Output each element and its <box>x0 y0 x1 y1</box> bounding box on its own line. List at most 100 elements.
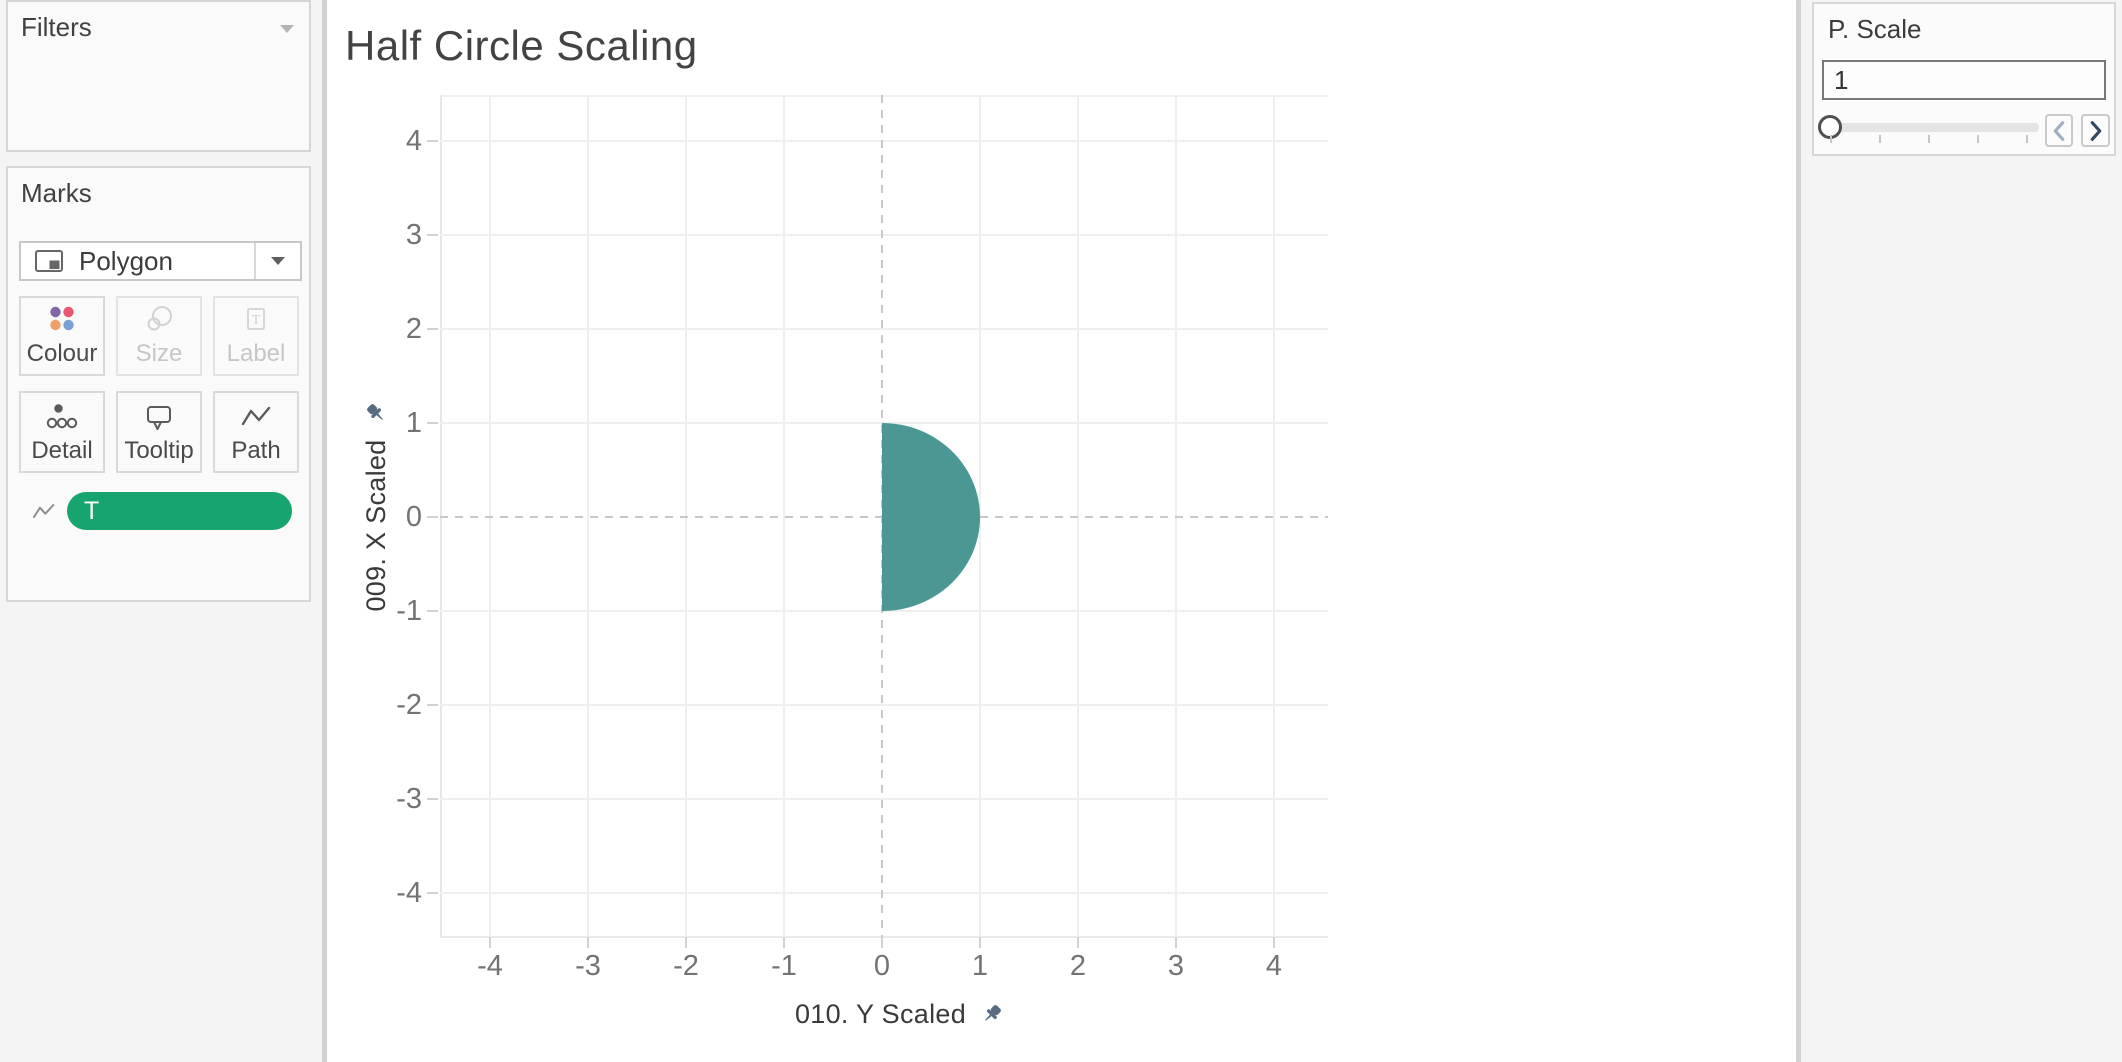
x-tick-label: 2 <box>1069 950 1087 982</box>
gridline <box>440 234 1328 236</box>
colour-button-label: Colour <box>26 340 98 367</box>
field-pill-label: T <box>84 496 100 525</box>
y-tick-label: -1 <box>396 595 422 627</box>
path-button-label: Path <box>231 437 281 464</box>
path-shelf-row: T <box>8 492 313 530</box>
x-tick-label: 4 <box>1265 950 1283 982</box>
y-tick-mark <box>427 328 438 330</box>
y-tick-label: -4 <box>396 877 422 909</box>
slider-tick <box>2026 135 2028 143</box>
label-button[interactable]: T Label <box>213 296 299 376</box>
dropdown-separator <box>254 243 256 279</box>
chevron-left-icon <box>2053 120 2065 141</box>
size-button[interactable]: Size <box>116 296 202 376</box>
tooltip-button-label: Tooltip <box>124 437 194 464</box>
x-tick-mark <box>685 937 687 948</box>
x-tick-mark <box>783 937 785 948</box>
y-tick-mark <box>427 798 438 800</box>
colour-dots-icon <box>50 306 74 331</box>
x-tick-label: 1 <box>971 950 989 982</box>
detail-dots-icon <box>46 404 78 429</box>
x-tick-label: -2 <box>673 950 699 982</box>
x-tick-mark <box>1273 937 1275 948</box>
x-tick-mark <box>1077 937 1079 948</box>
y-tick-mark <box>427 234 438 236</box>
svg-text:T: T <box>252 313 261 328</box>
path-zigzag-icon <box>241 406 271 426</box>
mark-type-label: Polygon <box>79 245 173 276</box>
parameter-title: P. Scale <box>1828 14 1922 44</box>
filters-title: Filters <box>21 12 92 42</box>
path-button[interactable]: Path <box>213 391 299 473</box>
detail-button[interactable]: Detail <box>19 391 105 473</box>
y-tick-label: 0 <box>405 501 422 533</box>
x-tick-label: -3 <box>575 950 601 982</box>
polygon-mark-icon <box>35 250 63 272</box>
marks-panel: Marks Polygon Colour Size <box>6 166 311 602</box>
label-button-label: Label <box>226 340 286 367</box>
x-tick-label: 0 <box>873 950 891 982</box>
x-tick-label: 3 <box>1167 950 1185 982</box>
y-tick-label: 3 <box>405 219 422 251</box>
colour-button[interactable]: Colour <box>19 296 105 376</box>
y-tick-label: -3 <box>396 783 422 815</box>
y-tick-mark <box>427 516 438 518</box>
x-tick-mark <box>881 937 883 948</box>
x-tick-mark <box>1175 937 1177 948</box>
slider-tick <box>1830 135 1832 143</box>
y-tick-mark <box>427 892 438 894</box>
tooltip-bubble-icon <box>147 406 171 430</box>
size-button-label: Size <box>135 340 183 367</box>
parameter-panel-divider[interactable] <box>1796 0 1801 1062</box>
plot-bottom-edge <box>440 936 1328 938</box>
pin-icon[interactable] <box>363 400 390 427</box>
x-tick-mark <box>587 937 589 948</box>
plot-area[interactable] <box>440 95 1328 938</box>
plot-top-edge <box>440 95 1328 97</box>
parameter-value-input[interactable] <box>1822 60 2106 100</box>
x-tick-label: -4 <box>477 950 503 982</box>
gridline <box>440 610 1328 612</box>
half-circle-mark[interactable] <box>440 95 1328 938</box>
y-tick-mark <box>427 610 438 612</box>
y-tick-label: 1 <box>405 407 422 439</box>
x-tick-mark <box>979 937 981 948</box>
gridline <box>440 328 1328 330</box>
worksheet-background <box>327 0 1796 1062</box>
field-pill[interactable]: T <box>67 492 292 530</box>
marks-title: Marks <box>21 178 92 208</box>
size-circles-icon <box>147 306 172 331</box>
detail-button-label: Detail <box>31 437 93 464</box>
path-zigzag-icon <box>33 504 55 518</box>
tooltip-button[interactable]: Tooltip <box>116 391 202 473</box>
parameter-step-back-button[interactable] <box>2045 114 2073 147</box>
y-tick-mark <box>427 140 438 142</box>
parameter-slider-track[interactable] <box>1830 123 2039 132</box>
pin-icon[interactable] <box>978 1001 1005 1028</box>
gridline <box>440 892 1328 894</box>
y-tick-label: 2 <box>405 313 422 345</box>
x-axis-title: 010. Y Scaled <box>700 997 1100 1031</box>
chevron-right-icon <box>2090 120 2101 141</box>
mark-type-dropdown[interactable]: Polygon <box>19 241 302 281</box>
gridline <box>440 422 1328 424</box>
mark-type-caret-button[interactable] <box>256 256 300 266</box>
x-tick-label: -1 <box>771 950 797 982</box>
parameter-step-forward-button[interactable] <box>2081 114 2110 147</box>
slider-tick <box>1928 135 1930 143</box>
sidebar-divider[interactable] <box>322 0 327 1062</box>
gridline <box>440 140 1328 142</box>
chevron-down-icon <box>271 257 285 265</box>
y-axis-title: 009. X Scaled <box>359 386 393 626</box>
label-text-icon: T <box>247 308 265 330</box>
y-tick-label: 4 <box>405 125 422 157</box>
gridline <box>440 798 1328 800</box>
y-tick-mark <box>427 422 438 424</box>
filters-panel: Filters <box>6 0 311 152</box>
slider-tick <box>1879 135 1881 143</box>
sheet-title: Half Circle Scaling <box>345 22 698 69</box>
slider-tick <box>1977 135 1979 143</box>
parameter-sidebar: P. Scale <box>1801 0 2122 1062</box>
chevron-down-icon[interactable] <box>279 24 295 34</box>
